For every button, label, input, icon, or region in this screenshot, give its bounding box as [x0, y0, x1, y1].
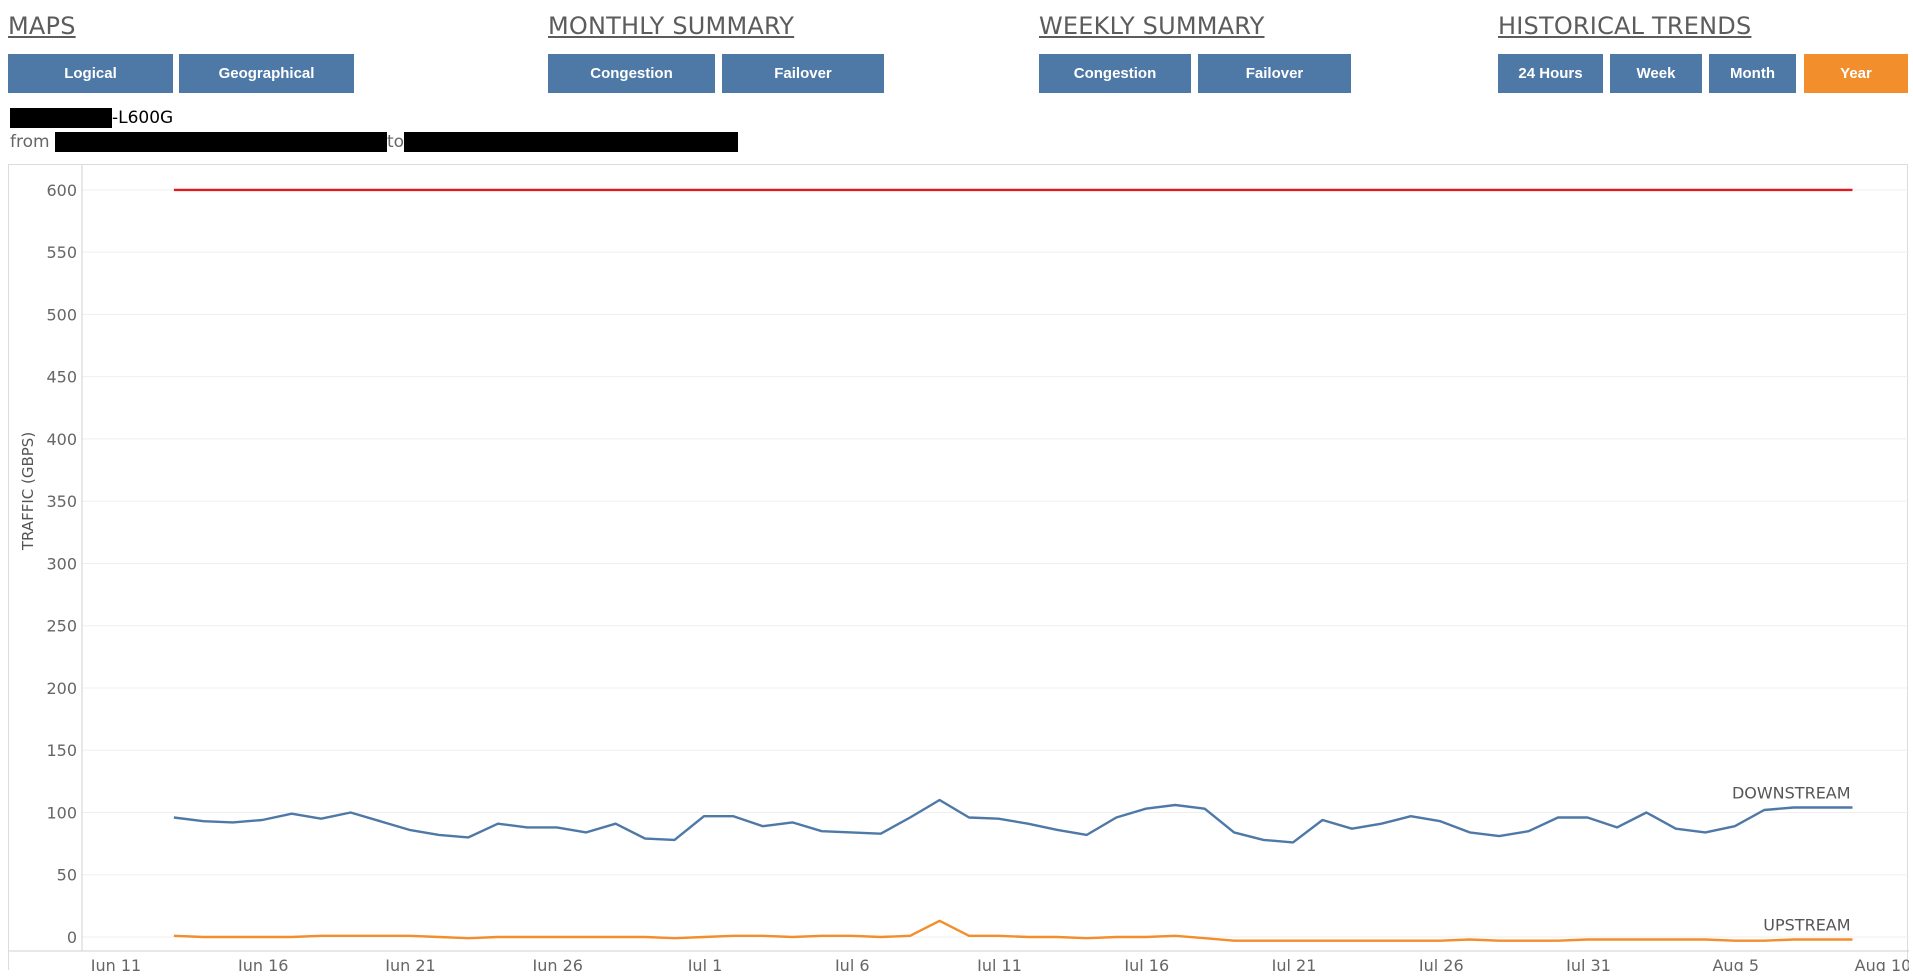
monthly-summary-title: MONTHLY SUMMARY — [548, 12, 795, 40]
series-label: UPSTREAM — [1763, 915, 1850, 934]
logical-map-button[interactable]: Logical — [8, 54, 173, 93]
weekly-congestion-button[interactable]: Congestion — [1039, 54, 1191, 93]
series-line-downstream — [173, 798, 1853, 844]
y-tick-label: 300 — [46, 554, 77, 573]
y-tick-label: 600 — [46, 181, 77, 200]
x-tick-label: Jul 21 — [1271, 956, 1317, 971]
series-line-upstream — [173, 919, 1853, 942]
year-button[interactable]: Year — [1804, 54, 1908, 93]
y-tick-label: 350 — [46, 492, 77, 511]
x-tick-label: Jul 16 — [1123, 956, 1169, 971]
y-tick-label: 400 — [46, 430, 77, 449]
x-tick-label: Jul 11 — [976, 956, 1022, 971]
redacted-block — [54, 132, 387, 152]
y-tick-label: 150 — [46, 741, 77, 760]
y-tick-label: 100 — [46, 803, 77, 822]
geographical-map-button[interactable]: Geographical — [179, 54, 354, 93]
y-axis-label: TRAFFIC (GBPS) — [19, 432, 37, 551]
weekly-failover-button[interactable]: Failover — [1198, 54, 1351, 93]
x-tick-label: Jun 16 — [237, 956, 288, 971]
device-title: -L600G — [10, 108, 173, 128]
redacted-block — [10, 108, 112, 128]
y-tick-label: 250 — [46, 617, 77, 636]
from-label: from — [10, 132, 50, 152]
x-tick-label: Jul 6 — [834, 956, 870, 971]
month-button[interactable]: Month — [1709, 54, 1796, 93]
24-hours-button[interactable]: 24 Hours — [1498, 54, 1603, 93]
date-range-line: from to — [10, 132, 739, 152]
week-button[interactable]: Week — [1610, 54, 1702, 93]
monthly-congestion-button[interactable]: Congestion — [548, 54, 715, 93]
y-tick-label: 450 — [46, 368, 77, 387]
monthly-failover-button[interactable]: Failover — [722, 54, 884, 93]
chart-panel: 0 50 100 150 200 250 300 350 400 450 500 550 600 Jun … — [8, 164, 1909, 971]
x-tick-label: Jul 1 — [687, 956, 723, 971]
y-tick-label: 50 — [57, 866, 77, 885]
y-tick-label: 550 — [46, 243, 77, 262]
x-tick-label: Jul 26 — [1418, 956, 1464, 971]
y-tick-label: 0 — [67, 928, 77, 947]
y-tick-label: 500 — [46, 305, 77, 324]
traffic-chart: 0 50 100 150 200 250 300 350 400 450 500 550 600 Jun … — [9, 165, 1909, 971]
y-tick-label: 200 — [46, 679, 77, 698]
x-tick-label: Aug 10 — [1855, 956, 1909, 971]
to-label: to — [386, 132, 405, 152]
device-suffix: -L600G — [112, 108, 174, 128]
redacted-block — [404, 132, 739, 152]
series-label: DOWNSTREAM — [1732, 784, 1851, 803]
maps-title: MAPS — [8, 12, 76, 40]
x-tick-label: Jun 21 — [384, 956, 435, 971]
x-tick-label: Jul 31 — [1565, 956, 1611, 971]
weekly-summary-title: WEEKLY SUMMARY — [1039, 12, 1265, 40]
historical-trends-title: HISTORICAL TRENDS — [1498, 12, 1752, 40]
x-tick-label: Aug 5 — [1712, 956, 1759, 971]
x-tick-label: Jun 11 — [90, 956, 141, 971]
x-tick-label: Jun 26 — [532, 956, 583, 971]
